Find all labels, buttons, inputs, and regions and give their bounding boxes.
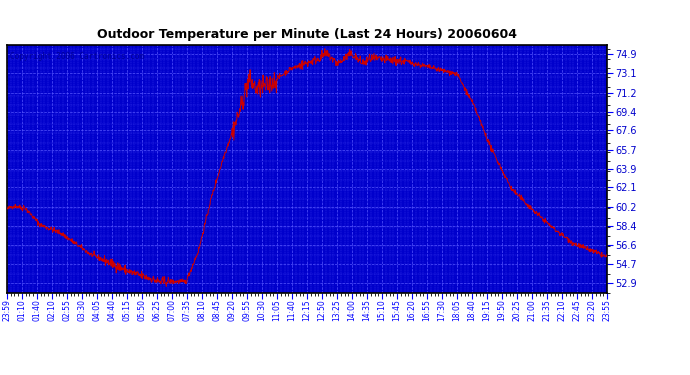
Title: Outdoor Temperature per Minute (Last 24 Hours) 20060604: Outdoor Temperature per Minute (Last 24 … <box>97 28 517 41</box>
Text: Copyright 2006 Cartronics.com: Copyright 2006 Cartronics.com <box>10 53 144 62</box>
